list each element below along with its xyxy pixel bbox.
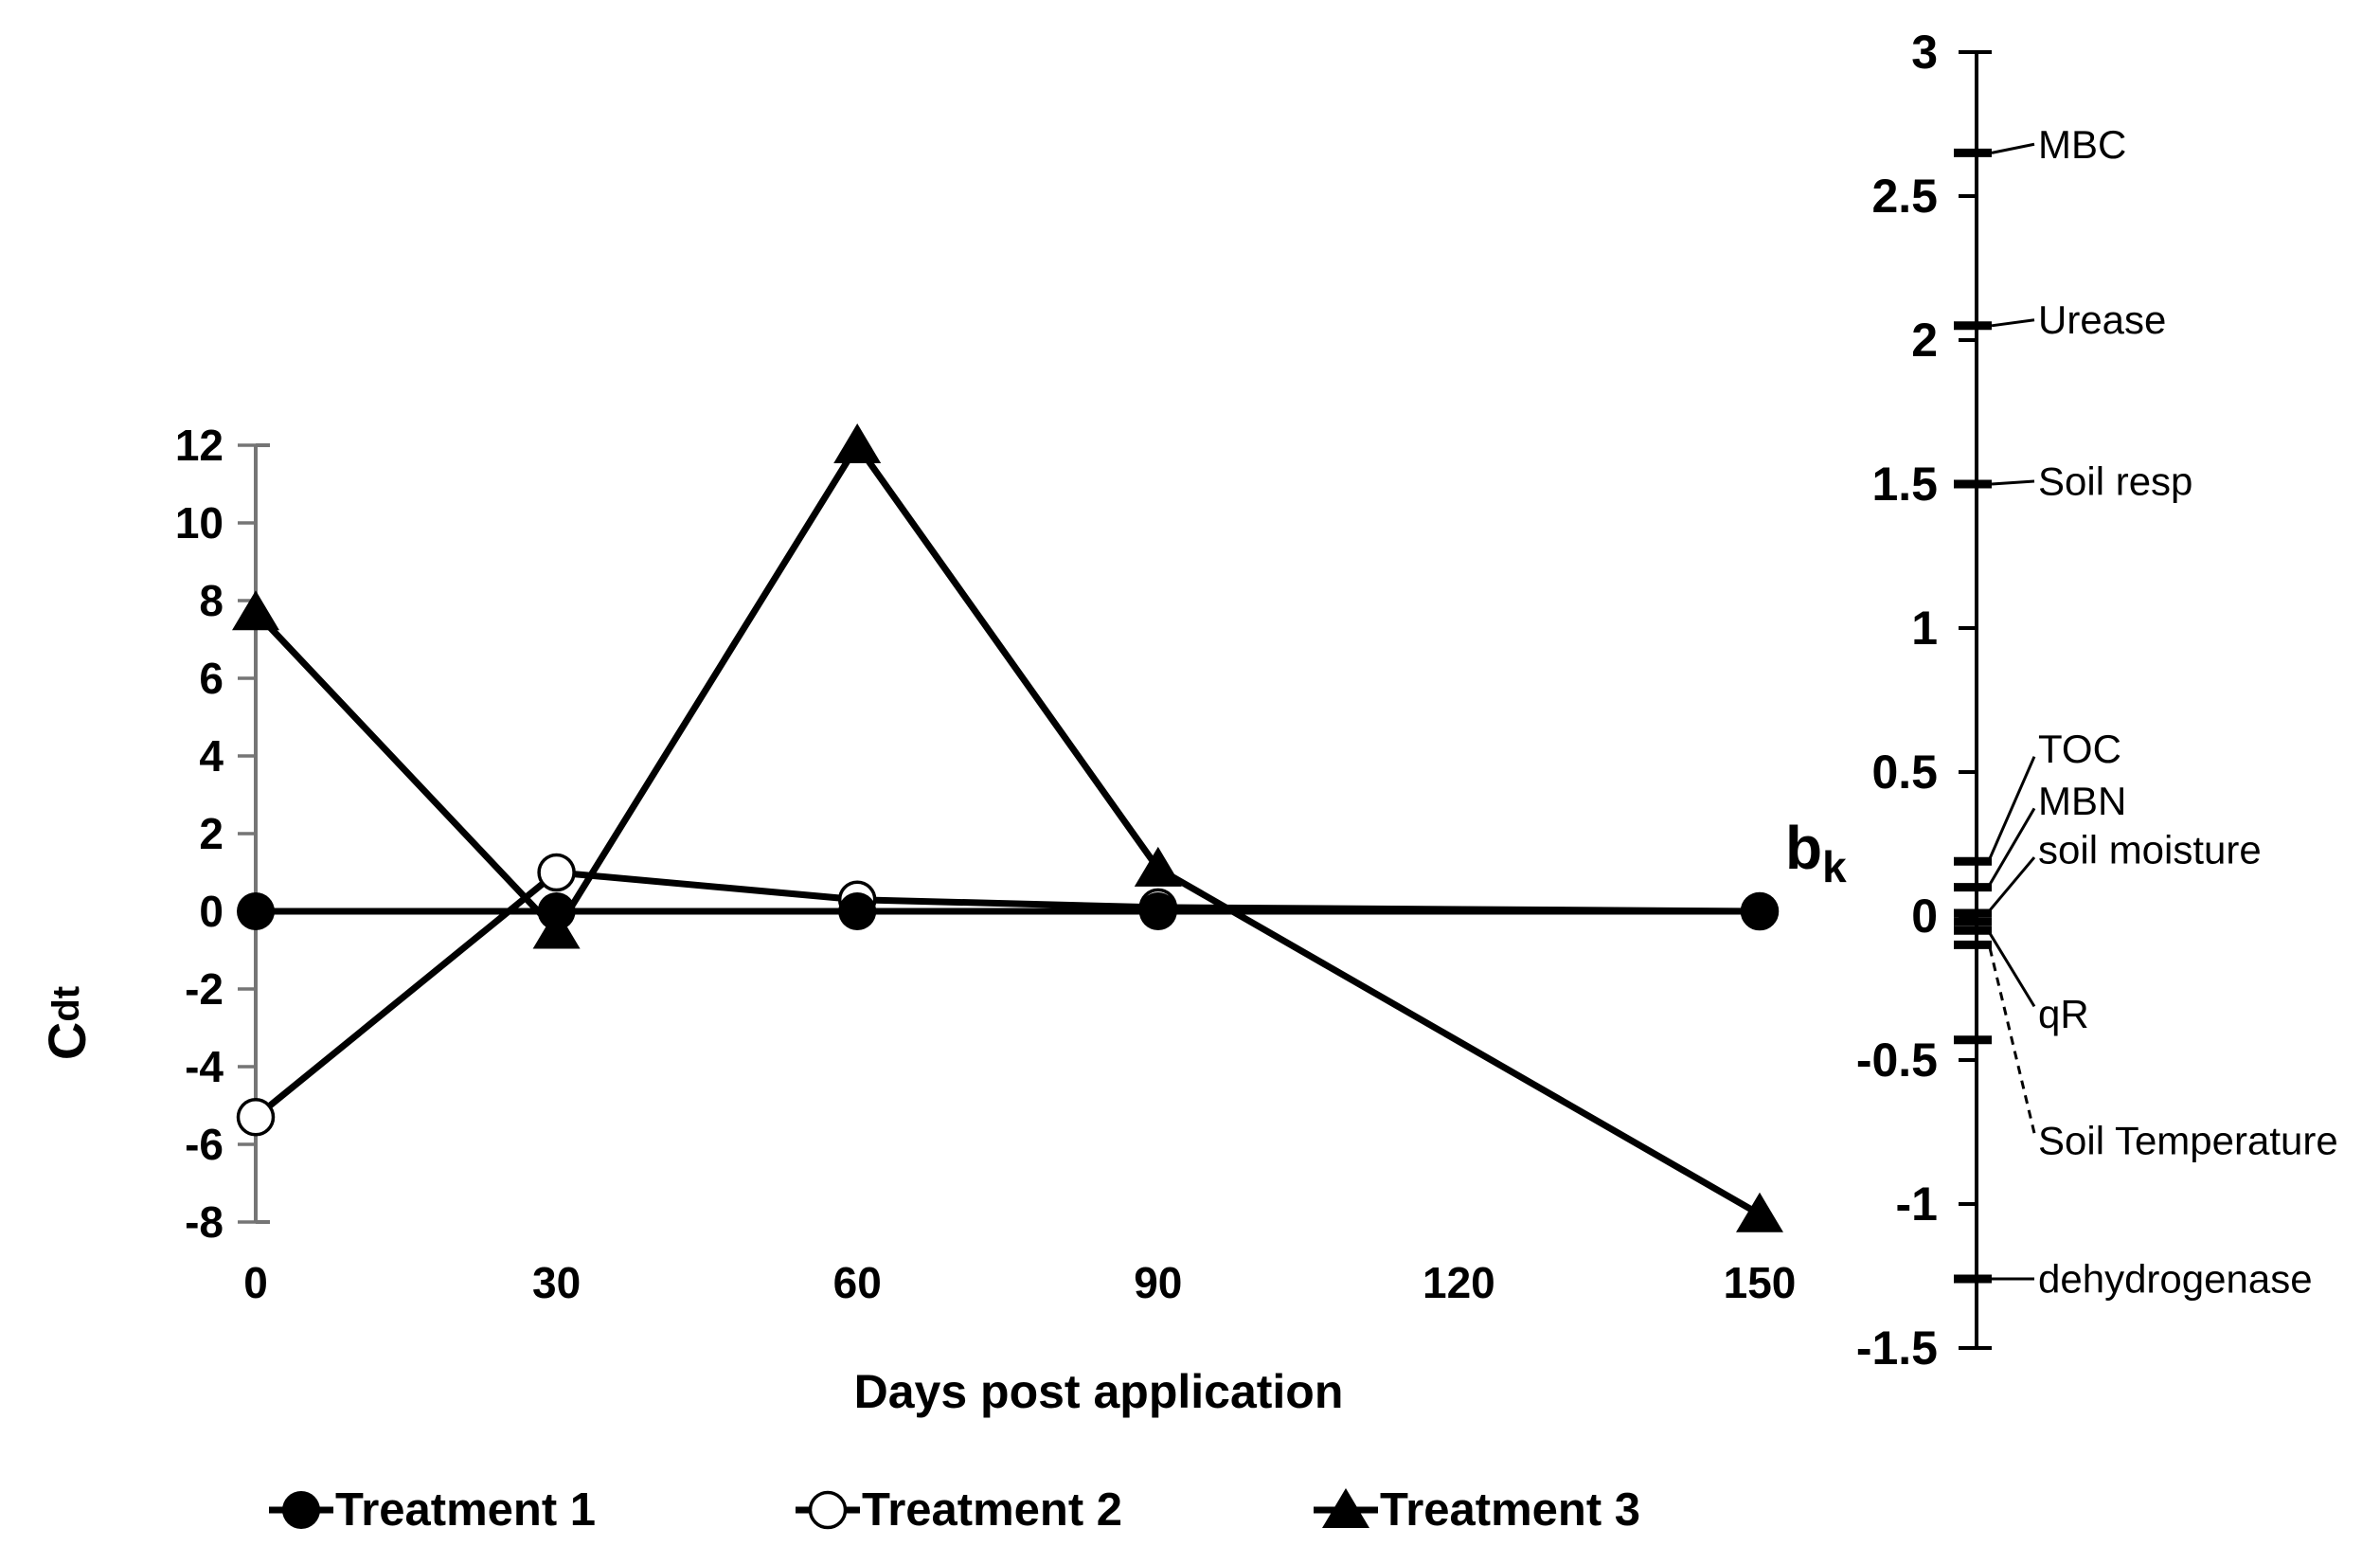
leader-line	[1988, 932, 2036, 1008]
y-tick-label: 4	[199, 731, 224, 781]
y-tick-label: 2	[199, 809, 224, 858]
data-point-treatment-3	[1134, 846, 1182, 887]
y-tick-label: 0	[199, 887, 224, 936]
data-point-treatment-1	[1138, 892, 1177, 930]
bk-tick-label: -0.5	[1856, 1034, 1938, 1087]
bk-tick-label: 3	[1911, 26, 1938, 79]
legend-marker-open-circle	[808, 1490, 848, 1530]
data-point-treatment-2	[236, 1098, 276, 1137]
bk-axis-title-main: b	[1785, 814, 1823, 882]
x-tick-label: 0	[243, 1258, 268, 1307]
bk-tick-label: 2	[1911, 314, 1938, 367]
y-tick-label: 10	[175, 498, 224, 548]
bk-label-urease: Urease	[2038, 297, 2166, 342]
bk-tick-label: 2.5	[1871, 170, 1938, 223]
bk-tick-label: -1	[1896, 1177, 1938, 1231]
leader-line	[1988, 947, 2036, 1134]
leader-line	[1991, 479, 2035, 486]
x-tick-label: 120	[1423, 1258, 1495, 1307]
legend-item-treatment-2: Treatment 2	[796, 1470, 1122, 1550]
leader-line	[1988, 756, 2036, 859]
chart-legend: Treatment 1 Treatment 2 Treatment 3	[0, 1470, 2380, 1555]
y-tick-label: 6	[199, 654, 224, 703]
y-tick-label: -4	[185, 1042, 224, 1091]
bk-label-dehydrogenase: dehydrogenase	[2038, 1257, 2313, 1302]
data-point-treatment-1	[838, 892, 877, 930]
bk-label-qr: qR	[2038, 992, 2089, 1036]
bk-tick-label: -1.5	[1856, 1321, 1938, 1375]
left-chart: 12 10 8 6 4 2 0 -2 -4 -6 -8 0 30 60 90 120 150	[175, 421, 1797, 1307]
leader-line	[1991, 142, 2035, 154]
x-axis-title: Days post application	[853, 1365, 1344, 1418]
y-tick-label: -8	[185, 1197, 224, 1247]
legend-label: Treatment 2	[862, 1484, 1123, 1536]
bk-tick-label: 1.5	[1871, 458, 1938, 511]
bk-tick-label: 0	[1911, 890, 1938, 943]
legend-marker-filled-triangle	[1322, 1488, 1369, 1528]
bk-axis-title-sub: k	[1822, 841, 1847, 891]
data-point-treatment-2	[537, 853, 576, 892]
legend-key-open-circle	[796, 1490, 860, 1530]
data-point-treatment-1	[237, 892, 275, 930]
data-point-treatment-3	[833, 423, 882, 463]
leader-line	[1988, 807, 2036, 886]
bk-tick-label: 0.5	[1871, 746, 1938, 799]
legend-key-filled-triangle	[1314, 1488, 1378, 1528]
legend-key-filled-circle	[269, 1491, 333, 1529]
x-tick-label: 150	[1724, 1258, 1797, 1307]
bk-axis: 3 2.5 2 1.5 1 0.5 0 -0.5 -1 -1.5 MBC Urease Soil res…	[1856, 26, 2338, 1375]
data-point-treatment-1	[1741, 892, 1779, 930]
leader-line	[1991, 318, 2035, 328]
bk-label-mbn: MBN	[2038, 779, 2126, 823]
x-tick-label: 60	[833, 1258, 882, 1307]
y-tick-label: -2	[185, 964, 224, 1014]
bk-label-mbc: MBC	[2038, 122, 2126, 167]
data-point-treatment-3	[1736, 1192, 1783, 1232]
legend-label: Treatment 1	[335, 1484, 597, 1536]
data-point-treatment-1	[537, 892, 576, 930]
x-tick-label: 30	[532, 1258, 581, 1307]
data-point-treatment-3	[232, 590, 279, 631]
bk-tick-label: 1	[1911, 602, 1938, 655]
legend-item-treatment-1: Treatment 1	[269, 1470, 596, 1550]
y-tick-label: -6	[185, 1120, 224, 1169]
x-tick-label: 90	[1134, 1258, 1182, 1307]
legend-item-treatment-3: Treatment 3	[1314, 1470, 1640, 1550]
series-line-treatment-3	[252, 441, 1763, 1218]
y-axis-title-main: C	[36, 1021, 97, 1061]
leader-line	[1988, 856, 2036, 911]
y-tick-label: 8	[199, 576, 224, 625]
legend-label: Treatment 3	[1380, 1484, 1641, 1536]
bk-label-soil-temperature: Soil Temperature	[2038, 1119, 2338, 1163]
y-tick-label: 12	[175, 421, 224, 470]
bk-label-soil-moisture: soil moisture	[2038, 828, 2262, 872]
legend-marker-filled-circle	[282, 1491, 320, 1529]
bk-axis-title: bk	[1785, 813, 1908, 889]
bk-label-soil-resp: Soil resp	[2038, 458, 2192, 503]
bk-label-toc: TOC	[2038, 727, 2121, 771]
